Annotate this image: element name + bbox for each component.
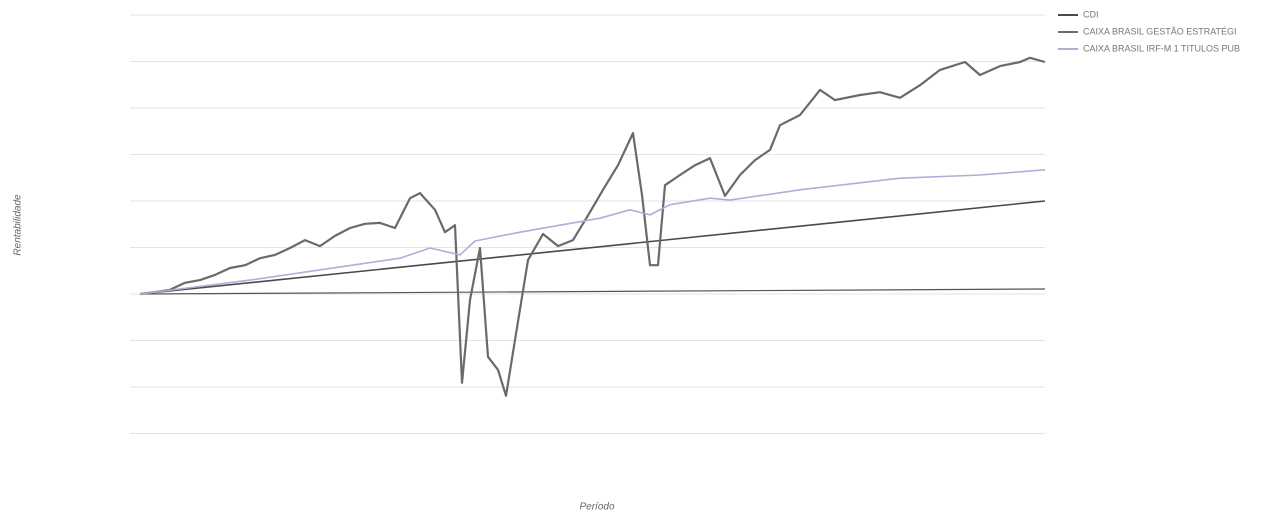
- legend-label: CAIXA BRASIL GESTÃO ESTRATÉGI: [1083, 26, 1237, 36]
- series-line: [139, 169, 1046, 295]
- legend-label: CDI: [1083, 9, 1099, 19]
- legend-label: CAIXA BRASIL IRF-M 1 TITULOS PUB: [1083, 43, 1240, 53]
- x-axis-label: Período: [579, 502, 614, 513]
- series-line: [139, 56, 1046, 397]
- y-axis-label: Rentabilidade: [13, 194, 24, 256]
- zero-line: [139, 288, 1046, 295]
- series-line: [139, 200, 1046, 295]
